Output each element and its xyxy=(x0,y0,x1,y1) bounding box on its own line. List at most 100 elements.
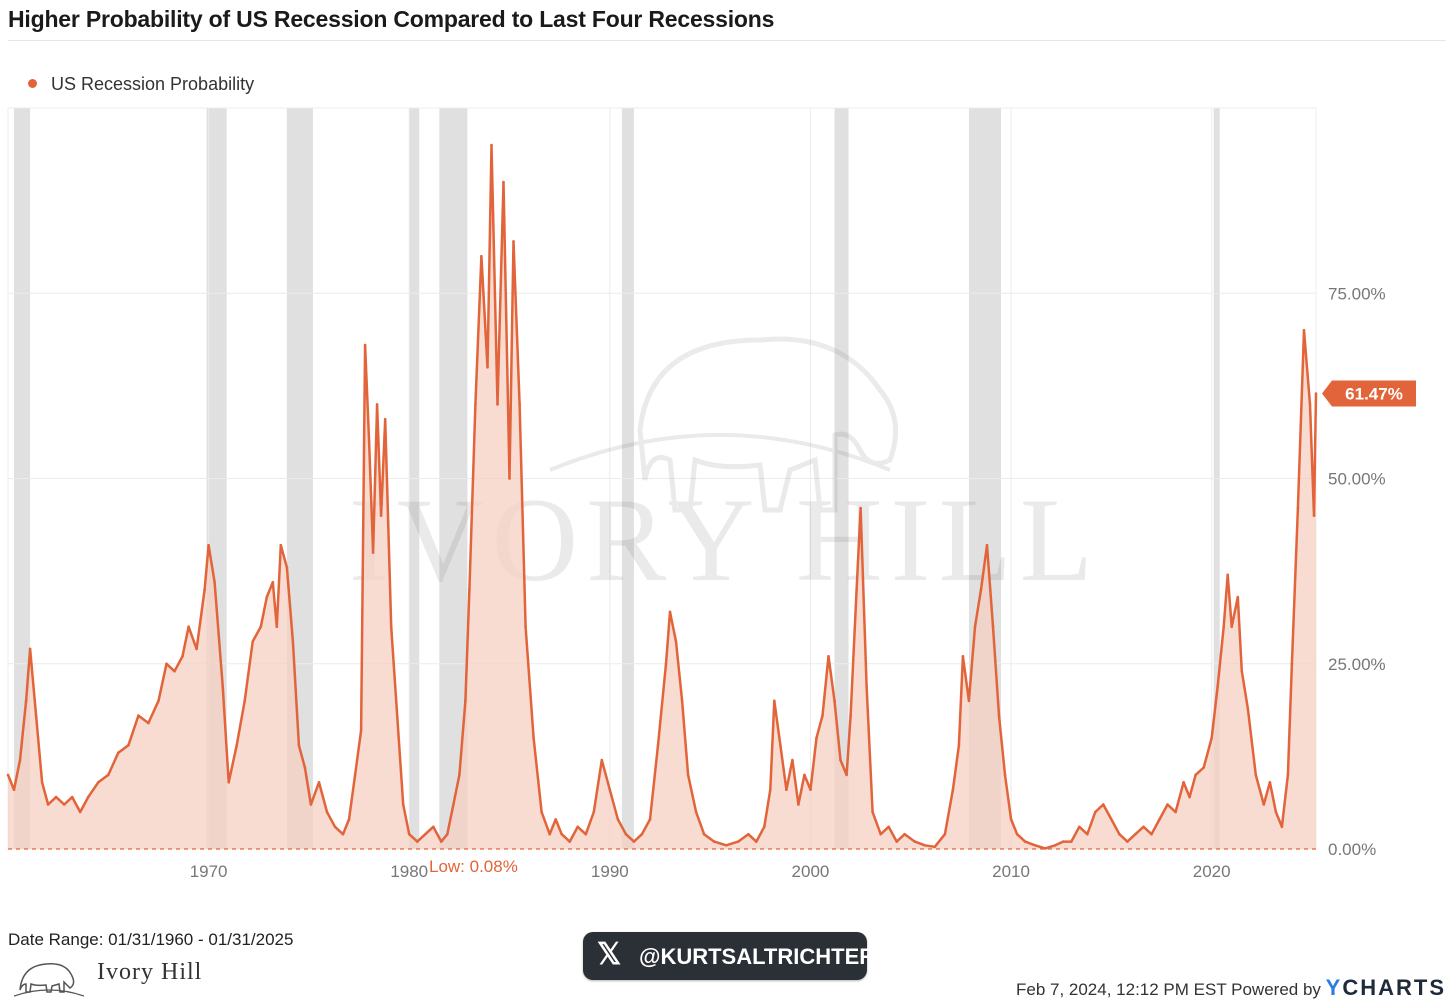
data-point xyxy=(943,832,947,836)
data-point xyxy=(1236,595,1240,599)
data-point xyxy=(1078,825,1081,829)
data-point xyxy=(592,810,596,814)
data-point xyxy=(584,832,588,836)
data-point xyxy=(275,625,279,628)
data-point xyxy=(576,825,579,829)
data-point xyxy=(839,758,842,762)
data-point xyxy=(127,744,130,747)
ycharts-logo-y: Y xyxy=(1325,975,1343,1000)
data-point xyxy=(452,803,455,806)
data-point xyxy=(859,506,862,510)
axes: 1970 1980 1990 2000 2010 2020 0.00% 25.00% 50.00… xyxy=(8,284,1416,881)
data-point xyxy=(502,180,505,184)
data-point xyxy=(600,758,604,762)
data-point xyxy=(1126,840,1129,843)
data-point xyxy=(1086,832,1089,836)
data-point xyxy=(285,566,289,569)
data-point xyxy=(468,588,471,591)
data-point xyxy=(1061,840,1065,843)
data-point xyxy=(40,781,44,784)
data-point xyxy=(353,773,357,777)
data-point xyxy=(147,721,150,725)
data-point xyxy=(895,840,898,843)
data-point xyxy=(1150,832,1153,836)
data-point xyxy=(755,840,758,843)
data-point xyxy=(773,699,776,703)
social-handle-badge[interactable]: 𝕏 @KURTSALTRICHTER xyxy=(583,932,875,980)
data-point xyxy=(86,795,90,799)
x-tick-label: 2020 xyxy=(1193,862,1231,881)
x-tick-label: 2010 xyxy=(992,862,1030,881)
data-point xyxy=(187,625,190,628)
data-point xyxy=(809,788,812,791)
data-point xyxy=(251,640,254,643)
data-point xyxy=(1188,795,1191,799)
data-point xyxy=(973,625,977,628)
data-point xyxy=(845,773,848,777)
data-point xyxy=(6,773,10,777)
data-point xyxy=(815,736,818,740)
chart-title: Higher Probability of US Recession Compa… xyxy=(8,6,775,32)
data-point xyxy=(616,818,620,821)
data-point xyxy=(235,744,238,747)
data-point xyxy=(1158,818,1161,821)
data-point xyxy=(785,788,788,791)
data-point xyxy=(803,773,806,777)
data-point xyxy=(221,684,224,688)
data-point xyxy=(674,640,678,643)
data-point xyxy=(1023,840,1027,843)
data-point xyxy=(363,343,367,347)
data-point xyxy=(1194,773,1197,777)
recession-probability-chart: IVORY HILL 1970 1980 1990 2000 2010 20200.00%… xyxy=(6,107,1416,881)
data-point xyxy=(1174,810,1177,814)
data-point xyxy=(979,588,983,591)
data-point xyxy=(1274,810,1278,814)
data-point xyxy=(797,803,800,806)
data-point xyxy=(54,795,58,799)
data-point xyxy=(227,781,230,784)
data-point xyxy=(359,729,363,732)
data-point xyxy=(389,625,393,628)
data-point xyxy=(532,736,535,740)
data-point xyxy=(1182,781,1185,784)
data-point xyxy=(1166,803,1169,806)
data-point xyxy=(117,751,120,754)
ycharts-logo[interactable]: YCHARTS xyxy=(1326,975,1446,1000)
data-point xyxy=(961,655,965,658)
legend-dot-icon xyxy=(28,78,37,88)
data-point xyxy=(1290,662,1294,666)
data-point xyxy=(1230,625,1233,628)
data-point xyxy=(474,403,477,406)
data-point xyxy=(203,588,206,591)
data-point xyxy=(1202,766,1205,769)
data-point xyxy=(957,744,961,747)
data-point xyxy=(271,580,275,584)
data-point xyxy=(78,810,82,814)
data-point xyxy=(923,844,927,847)
data-point xyxy=(664,662,668,666)
data-point xyxy=(560,832,563,836)
data-point xyxy=(1226,573,1229,577)
data-point xyxy=(686,773,690,777)
data-point xyxy=(821,714,824,717)
data-point xyxy=(1262,803,1266,806)
data-point xyxy=(367,440,371,443)
data-point xyxy=(518,403,521,406)
data-point xyxy=(865,684,868,688)
data-point xyxy=(34,714,38,717)
last-value-badge xyxy=(1322,380,1416,407)
ivory-hill-logo-text: Ivory Hill xyxy=(97,959,203,985)
data-point xyxy=(407,832,411,836)
data-point xyxy=(157,699,160,703)
data-point xyxy=(1312,514,1316,517)
data-point xyxy=(309,803,313,806)
data-point xyxy=(12,788,16,791)
data-point xyxy=(1254,773,1258,777)
data-point xyxy=(724,844,728,847)
data-point xyxy=(1142,825,1145,829)
x-tick-label: 1980 xyxy=(390,862,428,881)
data-point xyxy=(849,714,852,717)
data-point xyxy=(1268,781,1272,784)
data-point xyxy=(347,818,351,821)
x-tick-label: 1970 xyxy=(190,862,228,881)
